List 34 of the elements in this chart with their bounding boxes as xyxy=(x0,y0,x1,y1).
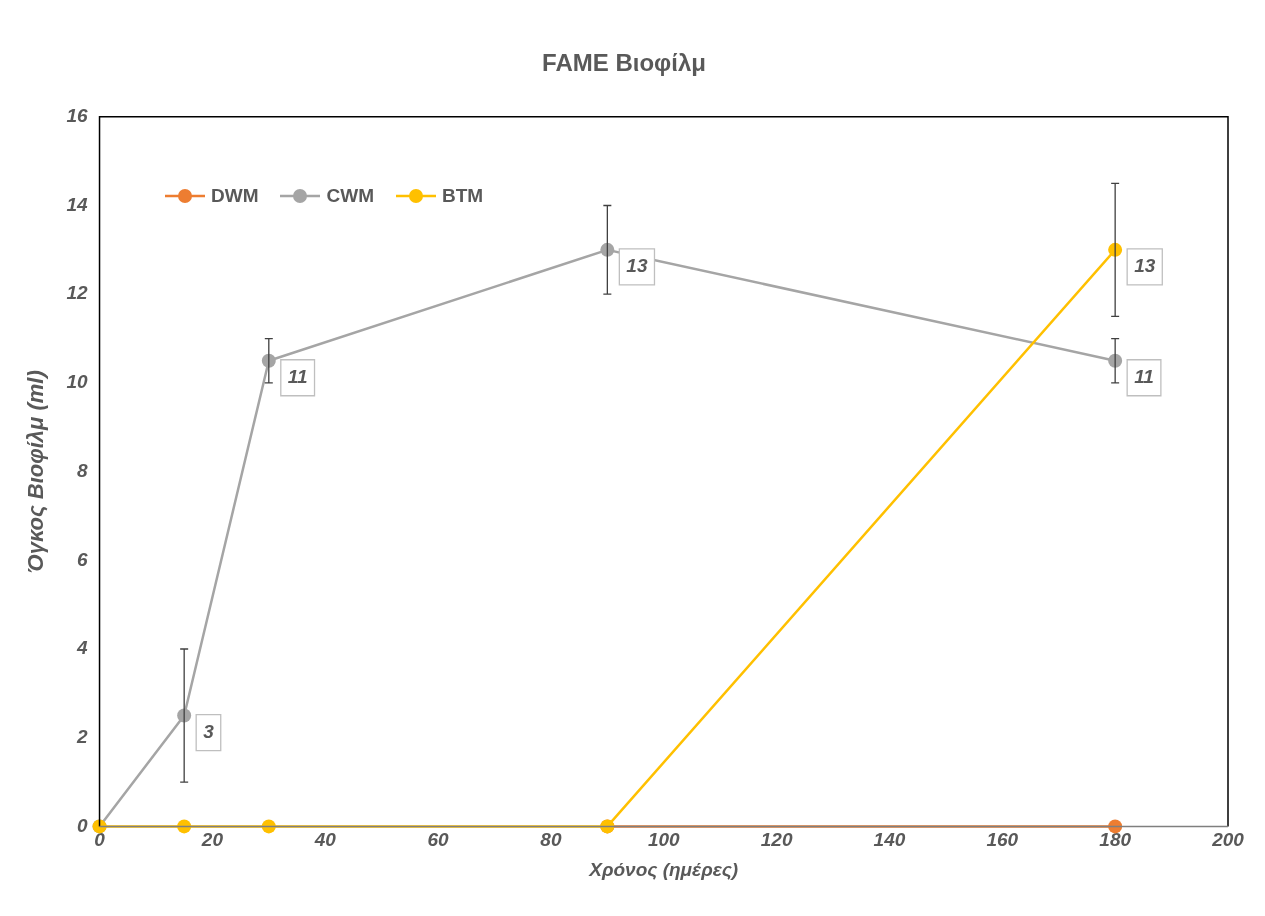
data-label: 11 xyxy=(287,365,308,387)
x-tick-label: 100 xyxy=(647,829,681,851)
x-tick-label: 20 xyxy=(200,829,224,851)
x-tick-label: 140 xyxy=(873,829,906,851)
point xyxy=(261,353,276,368)
data-label: 13 xyxy=(626,255,648,277)
data-label: 13 xyxy=(1134,255,1156,277)
y-tick-label: 8 xyxy=(76,459,88,481)
x-tick-label: 0 xyxy=(94,829,106,851)
legend-label: DWM xyxy=(211,185,259,207)
data-label: 11 xyxy=(1134,365,1154,387)
y-tick-label: 4 xyxy=(75,637,88,659)
y-tick-label: 0 xyxy=(76,814,88,836)
x-tick-label: 80 xyxy=(540,829,562,851)
y-tick-label: 12 xyxy=(66,282,88,304)
legend-label: BTM xyxy=(441,185,484,207)
x-axis-title: Χρόνος (ημέρες) xyxy=(588,858,739,880)
y-tick-label: 14 xyxy=(66,193,88,215)
y-axis-title: Όγκος Βιοφίλμ (ml) xyxy=(23,370,49,573)
x-tick-label: 180 xyxy=(1099,829,1132,851)
x-tick-label: 40 xyxy=(313,829,337,851)
data-label: 3 xyxy=(203,720,215,742)
x-tick-label: 200 xyxy=(1211,829,1245,851)
point xyxy=(1108,242,1123,257)
y-tick-label: 2 xyxy=(75,725,88,747)
x-tick-label: 160 xyxy=(986,829,1019,851)
y-tick-label: 16 xyxy=(66,105,88,127)
y-tick-label: 10 xyxy=(66,371,88,393)
legend-label: CWM xyxy=(326,185,374,207)
chart-title: FAME Βιοφίλμ xyxy=(542,49,706,77)
x-tick-label: 120 xyxy=(760,829,793,851)
x-tick-label: 60 xyxy=(427,829,450,851)
y-tick-label: 6 xyxy=(76,548,88,570)
point xyxy=(1108,353,1123,368)
